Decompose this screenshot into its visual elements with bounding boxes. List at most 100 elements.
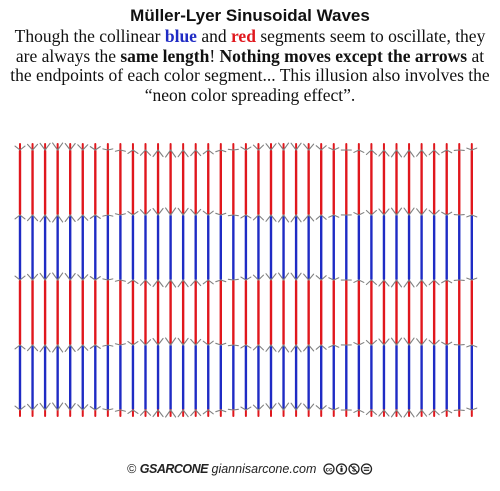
arrow-fin [240,214,247,219]
arrow-fin [421,279,428,287]
arrow-fin [127,279,134,285]
arrow-fin [320,405,327,411]
arrow-fin [240,344,247,349]
arrow-fin [152,149,159,158]
arrow-fin [227,214,234,217]
red-word: red [230,26,256,46]
nothing-moves-bold: Nothing moves except the arrows [219,45,468,66]
arrow-fin [14,344,21,350]
arrow-fin [139,149,147,156]
arrow-fin [182,149,189,158]
arrow-fin [31,214,39,222]
arrow-fin [119,149,126,152]
arrow-fin [390,149,398,158]
arrow-fin [207,409,214,415]
arrow-fin [353,409,360,413]
arrow-fin [403,337,410,346]
arrow-fin [202,149,209,155]
arrow-fin [170,207,177,216]
arrow-fin [365,209,372,216]
arrow-fin [441,149,448,154]
page-title: Müller-Lyer Sinusoidal Waves [130,6,370,25]
arrow-fin [308,344,315,352]
arrow-fin [308,214,315,222]
arrow-fin [395,207,403,216]
arrow-fin [277,142,285,151]
arrow-fin [202,279,209,285]
arrow-fin [257,404,265,411]
arrow-fin [441,409,448,414]
arrow-fin [320,344,327,350]
arrow-fin [94,146,101,151]
site-link[interactable]: giannisarcone.com [211,462,317,476]
arrow-fin [471,344,478,348]
arrow-fin [240,406,247,411]
arrow-fin [308,403,315,411]
arrow-fin [89,214,96,219]
arrow-fin [353,279,360,283]
cc-icon: cc [323,463,335,475]
arrow-fin [290,344,297,353]
arrow-fin [416,338,423,346]
arrow-fin [270,403,277,411]
arrow-fin [132,149,139,155]
arrow-fin [202,210,209,216]
arrow-fin [39,214,46,223]
arrow-fin [139,279,147,286]
arrow-fin [52,402,59,411]
arrow-fin [215,342,222,346]
arrow-fin [182,279,189,288]
arrow-fin [320,214,327,220]
arrow-fin [358,149,365,153]
description: Though the collinear blue and red segmen… [6,26,494,105]
arrow-fin [358,279,365,283]
arrow-fin [57,402,64,411]
arrow-fin [19,344,26,350]
arrow-fin [139,339,147,346]
arrow-fin [265,143,272,151]
arrow-fin [77,214,84,221]
arrow-fin [114,213,121,216]
nd-icon [360,463,373,475]
arrow-fin [428,409,435,416]
arrow-fin [69,344,76,353]
arrow-fin [227,278,234,281]
arrow-fin [119,213,126,216]
arrow-fin [82,214,89,221]
arrow-fin [57,344,64,353]
arrow-fin [471,277,478,281]
arrow-fin [277,402,285,411]
arrow-fin [26,403,34,411]
arrow-fin [44,142,51,151]
arrow-fin [433,149,440,156]
arrow-fin [232,408,239,411]
arrow-fin [165,149,172,158]
arrow-fin [290,214,297,223]
arrow-fin [315,344,322,350]
arrow-fin [39,142,46,151]
desc-text-1: Though the collinear [14,26,165,46]
arrow-fin [252,404,260,411]
arrow-fin [303,214,310,222]
arrow-fin [215,409,222,413]
arrow-fin [190,409,197,417]
arrow-fin [433,209,440,216]
arrow-fin [370,339,377,346]
arrow-fin [139,209,147,216]
arrow-fin [89,276,96,281]
desc-text-4: ! [209,45,220,66]
arrow-fin [39,402,46,411]
same-length-bold: same length [120,45,210,66]
arrow-fin [132,409,139,415]
copyright-symbol: © [127,462,137,476]
arrow-fin [102,278,109,281]
arrow-fin [378,409,385,417]
arrow-fin [408,337,415,346]
arrow-fin [365,409,372,416]
arrow-fin [328,277,335,281]
arrow-fin [290,272,297,281]
arrow-fin [245,146,252,151]
arrow-fin [14,275,21,281]
by-icon [335,463,348,475]
arrow-fin [353,342,360,346]
